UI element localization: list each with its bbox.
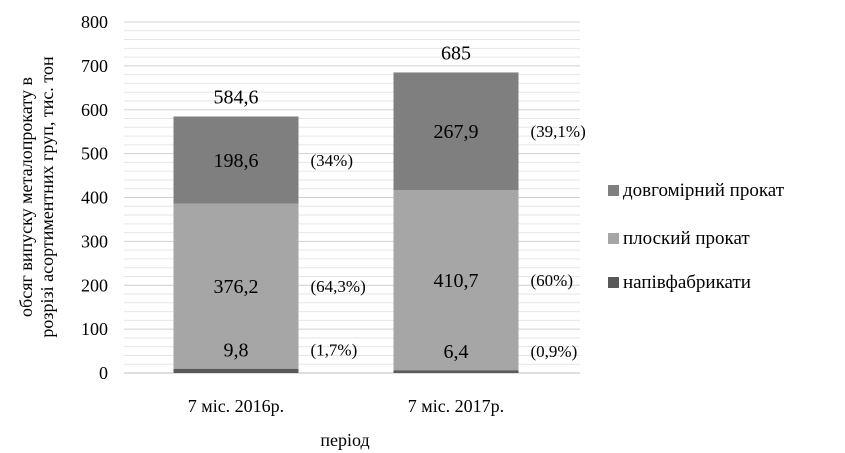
legend-swatch: [608, 233, 619, 244]
y-tick-labels: 0 100 200 300 400 500 600 700 800: [81, 12, 108, 383]
percent-label: (1,7%): [311, 341, 358, 360]
y-tick-label: 300: [81, 231, 108, 251]
legend-swatch: [608, 277, 619, 288]
bar-segment: [393, 72, 519, 190]
bars: [173, 72, 519, 373]
total-label: 584,6: [214, 87, 259, 109]
percent-label: (60%): [531, 271, 573, 290]
y-tick-label: 800: [81, 12, 108, 32]
bar-segment: [173, 203, 299, 369]
legend-entry: напівфабрикати: [623, 272, 751, 293]
bar-segment: [173, 368, 299, 373]
bar-segment: [173, 116, 299, 204]
x-category-labels: 7 міс. 2016р. 7 міс. 2017р.: [188, 396, 504, 416]
percent-label: (0,9%): [531, 342, 578, 361]
percent-label: (39,1%): [531, 122, 586, 141]
x-axis-title: період: [320, 430, 369, 450]
x-category-label: 7 міс. 2017р.: [408, 396, 504, 416]
legend: довгомірний прокат плоский прокат напівфаб…: [608, 180, 785, 293]
legend-swatch: [608, 185, 619, 196]
data-label: 198,6: [214, 150, 259, 172]
data-labels: 9,8 (1,7%) 376,2 (64,3%) 198,6 (34%) 584,6 6,4 (…: [214, 42, 586, 363]
y-tick-label: 200: [81, 275, 108, 295]
y-tick-label: 400: [81, 188, 108, 208]
total-label: 685: [441, 42, 471, 64]
y-axis-title-line-1: обсяг випуску металопрокату в: [16, 77, 36, 317]
data-label: 9,8: [224, 340, 249, 362]
data-label: 410,7: [434, 270, 479, 292]
y-tick-label: 100: [81, 319, 108, 339]
y-tick-label: 0: [99, 363, 108, 383]
y-tick-label: 500: [81, 144, 108, 164]
data-label: 267,9: [434, 121, 479, 143]
bar-segment: [393, 189, 519, 371]
legend-entry: довгомірний прокат: [623, 180, 785, 201]
y-tick-label: 600: [81, 100, 108, 120]
y-tick-label: 700: [81, 56, 108, 76]
data-label: 6,4: [444, 341, 469, 363]
data-label: 376,2: [214, 276, 259, 298]
bar-segment: [393, 370, 519, 373]
y-axis-title-line-2: розрізі асортиментних груп, тис. тон: [37, 56, 57, 338]
percent-label: (64,3%): [311, 277, 366, 296]
x-category-label: 7 міс. 2016р.: [188, 396, 284, 416]
legend-entry: плоский прокат: [623, 228, 750, 249]
percent-label: (34%): [311, 151, 353, 170]
